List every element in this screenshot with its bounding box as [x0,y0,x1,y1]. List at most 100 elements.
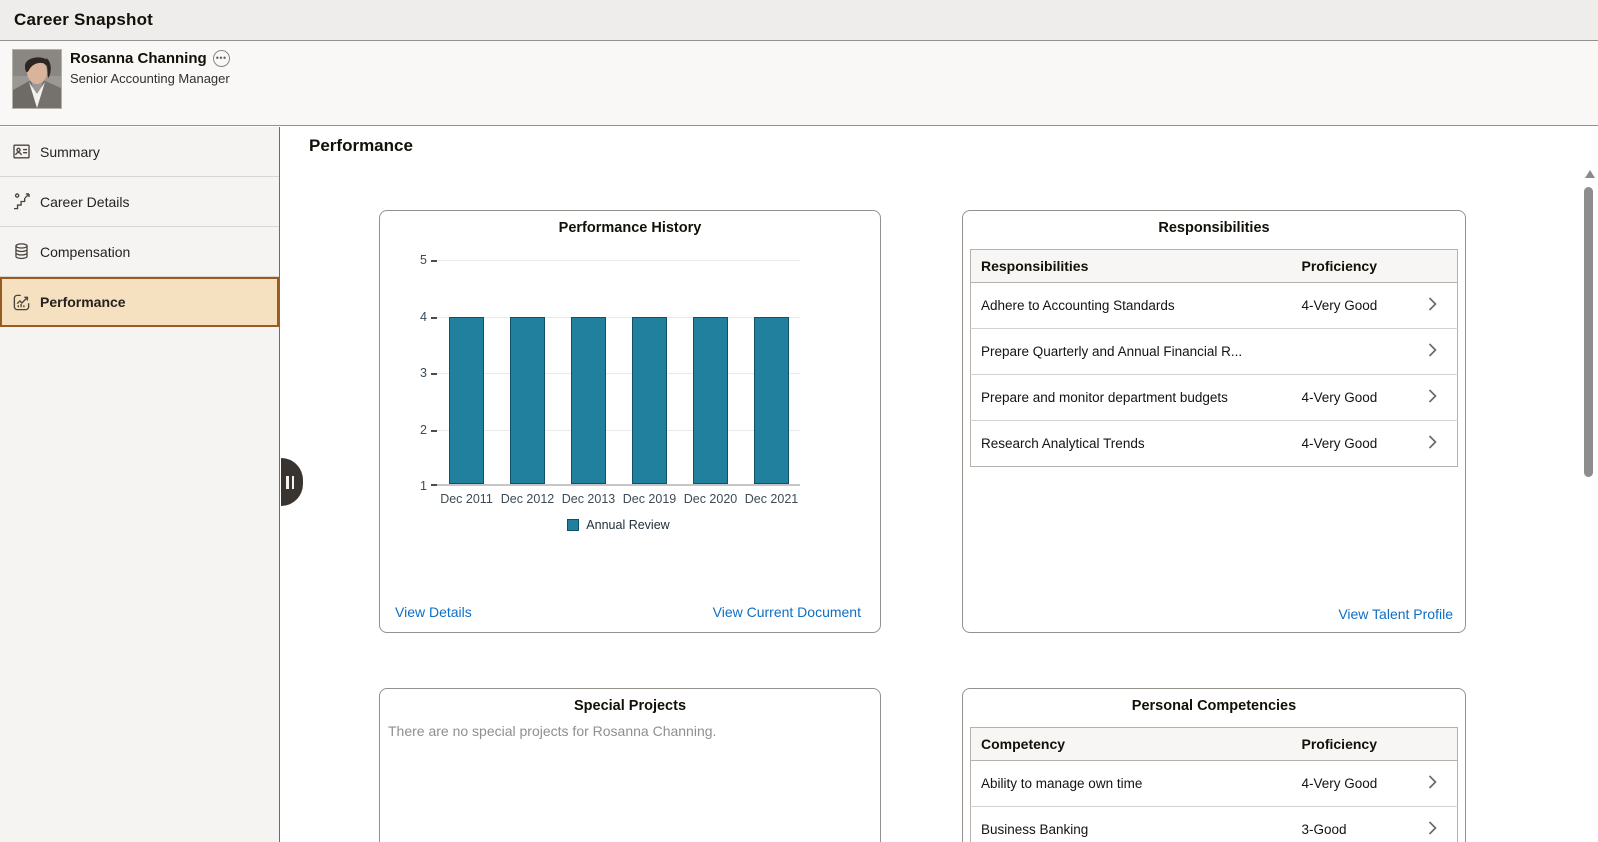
y-axis-tick [431,316,437,319]
personal-competencies-title: Personal Competencies [1131,698,1297,714]
special-projects-title: Special Projects [573,698,687,714]
column-header: Proficiency [1291,249,1428,283]
grid-line [437,429,800,431]
y-axis-tick [431,260,437,262]
performance-history-chart: 1 2 3 4 5 Dec 2011 Dec 2012 Dec 2013 Dec 2019 Dec… [420,253,800,532]
x-axis-label: Dec 2012 [500,492,555,506]
y-axis-label: 2 [420,422,427,437]
chevron-right-icon [1427,760,1458,807]
table-row[interactable]: Prepare and monitor department budgets 4-… [970,374,1458,421]
main-content: Performance Performance History 1 2 3 4 5 Dec… [280,127,1598,842]
y-axis-label: 4 [420,309,427,324]
table-row[interactable]: Business Banking 3-Good [970,806,1458,842]
column-header: Responsibilities [970,249,1292,283]
coin-stack-icon [10,241,32,263]
x-axis-label: Dec 2019 [622,492,677,506]
bar-dec-2012[interactable] [510,316,545,484]
sidebar-item-label: Compensation [40,243,131,260]
x-axis-label: Dec 2020 [683,492,738,506]
x-axis-label: Dec 2013 [561,492,616,506]
y-axis-label: 3 [420,366,427,380]
special-projects-card: Special Projects There are no special pr… [379,688,881,842]
personal-competencies-table: Competency Proficiency Ability to manage o… [970,727,1458,842]
row-proficiency: 3-Good [1291,806,1428,842]
column-header-spacer [1427,249,1458,283]
responsibilities-title: Responsibilities [1158,220,1270,236]
chevron-right-icon [1427,374,1458,421]
panel-collapse-handle[interactable] [281,458,303,506]
special-projects-empty-message: There are no special projects for Rosann… [388,723,717,739]
grid-line [437,373,800,374]
legend-swatch-icon [567,519,580,531]
sidebar-item-summary[interactable]: Summary [0,127,279,177]
x-axis-line [437,484,800,486]
row-name: Research Analytical Trends [970,420,1292,467]
chevron-right-icon [1427,328,1458,375]
page-title: Career Snapshot [14,10,154,29]
view-current-document-link[interactable]: View Current Document [712,604,861,620]
row-proficiency [1291,328,1428,375]
row-name: Adhere to Accounting Standards [970,282,1292,329]
performance-history-title: Performance History [558,220,702,236]
profile-meta: Rosanna Channing ••• Senior Accounting M… [70,50,230,86]
chevron-right-icon [1427,420,1458,467]
row-name: Prepare Quarterly and Annual Financial R… [970,328,1292,375]
row-proficiency: 4-Very Good [1291,420,1428,467]
sidebar-item-career-details[interactable]: Career Details [0,177,279,227]
scrollbar-thumb[interactable] [1584,187,1593,477]
grid-line [437,316,800,318]
chart-growth-icon [10,291,32,313]
table-row[interactable]: Adhere to Accounting Standards 4-Very Goo… [970,282,1458,329]
legend-label: Annual Review [586,518,670,532]
y-axis-tick [431,484,437,486]
responsibilities-table: Responsibilities Proficiency Adhere to Acc… [970,249,1458,467]
performance-history-card: Performance History 1 2 3 4 5 Dec 2011 Dec 201… [379,210,881,633]
table-row[interactable]: Ability to manage own time 4-Very Good [970,760,1458,807]
personal-competencies-card: Personal Competencies Competency Proficie… [962,688,1466,842]
row-name: Prepare and monitor department budgets [970,374,1292,421]
app-header: Career Snapshot [0,0,1598,41]
row-name: Business Banking [970,806,1292,842]
y-axis-tick [431,373,437,375]
bar-dec-2020[interactable] [693,316,728,484]
bar-dec-2013[interactable] [571,316,606,484]
sidebar-item-label: Performance [40,294,126,310]
content-area: Summary Career Details Compensation Perform… [0,127,1598,842]
row-name: Ability to manage own time [970,760,1292,807]
profile-job-title: Senior Accounting Manager [70,71,230,86]
pause-grip-icon [286,475,289,489]
y-axis-tick [431,429,437,432]
table-row[interactable]: Prepare Quarterly and Annual Financial R… [970,328,1458,375]
table-row[interactable]: Research Analytical Trends 4-Very Good [970,420,1458,467]
column-header: Competency [970,727,1292,761]
chevron-right-icon [1427,806,1458,842]
row-proficiency: 4-Very Good [1291,374,1428,421]
row-proficiency: 4-Very Good [1291,282,1428,329]
sidebar: Summary Career Details Compensation Perform… [0,127,280,842]
ellipsis-circle-icon[interactable]: ••• [212,50,230,67]
x-axis-label: Dec 2011 [440,492,493,506]
sidebar-item-performance[interactable]: Performance [0,277,279,327]
section-heading: Performance [309,136,413,155]
y-axis-label: 5 [420,253,427,267]
view-talent-profile-link[interactable]: View Talent Profile [1338,606,1453,622]
sidebar-item-compensation[interactable]: Compensation [0,227,279,277]
career-path-icon [10,191,32,213]
chevron-right-icon [1427,282,1458,329]
avatar [12,49,62,109]
x-axis-label: Dec 2021 [744,492,799,506]
sidebar-item-label: Summary [40,143,100,160]
bar-dec-2011[interactable] [449,316,484,484]
bar-dec-2021[interactable] [754,316,789,484]
y-axis-label: 1 [420,479,427,493]
responsibilities-card: Responsibilities Responsibilities Profici… [962,210,1466,633]
scrollbar-up-arrow[interactable] [1585,170,1595,178]
view-details-link[interactable]: View Details [395,604,472,620]
row-proficiency: 4-Very Good [1291,760,1428,807]
bar-dec-2019[interactable] [632,316,667,484]
column-header: Proficiency [1291,727,1428,761]
profile-name: Rosanna Channing [70,50,207,67]
column-header-spacer [1427,727,1458,761]
id-card-icon [10,141,32,163]
